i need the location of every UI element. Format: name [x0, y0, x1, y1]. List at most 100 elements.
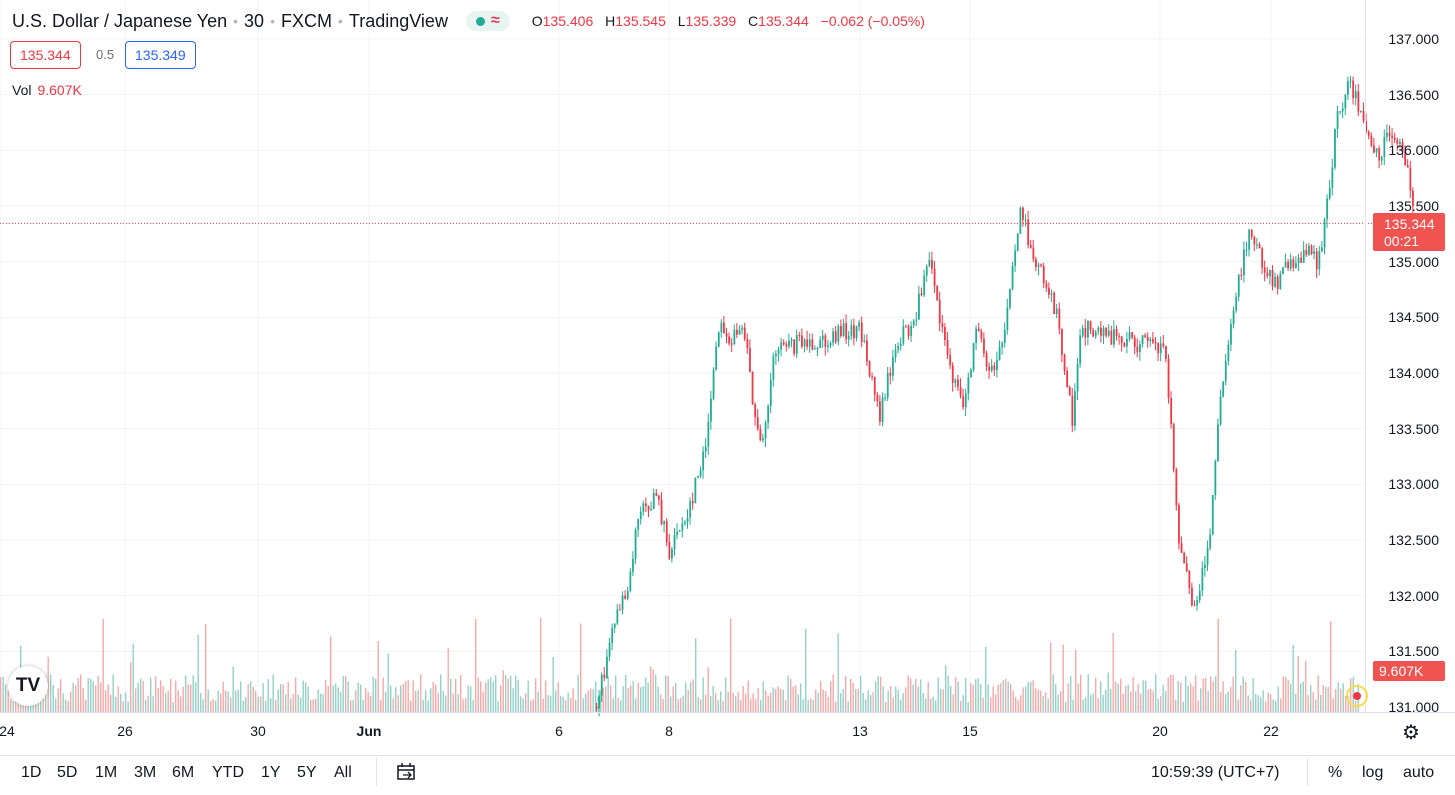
- range-button-6m[interactable]: 6M: [172, 764, 195, 781]
- candle-body: [886, 373, 889, 398]
- candle-body: [972, 343, 975, 370]
- live-indicator-icon[interactable]: [1346, 685, 1368, 707]
- volume-bar: [902, 693, 904, 712]
- candle-body: [918, 293, 920, 320]
- volume-bar: [432, 681, 434, 712]
- timezone-clock[interactable]: 10:59:39 (UTC+7): [1151, 764, 1280, 781]
- volume-bar: [1067, 683, 1069, 712]
- range-button-1d[interactable]: 1D: [21, 764, 42, 781]
- volume-bar: [620, 700, 622, 712]
- log-scale-toggle[interactable]: log: [1362, 764, 1384, 781]
- volume-bar: [817, 692, 819, 712]
- volume-bar: [992, 686, 994, 712]
- candle-body: [725, 333, 728, 337]
- symbol-title[interactable]: U.S. Dollar / Japanese Yen: [12, 10, 228, 31]
- candle-body: [691, 501, 694, 504]
- candle-body: [1256, 244, 1258, 246]
- candle-body: [665, 521, 668, 543]
- candle-body: [782, 342, 785, 345]
- candle-body: [733, 329, 736, 345]
- volume-bar: [177, 690, 179, 712]
- volume-bar: [655, 674, 657, 712]
- volume-bar: [1025, 686, 1027, 712]
- range-button-3m[interactable]: 3M: [134, 764, 157, 781]
- volume-bar: [1112, 632, 1114, 712]
- range-button-all[interactable]: All: [334, 764, 352, 781]
- volume-bar: [880, 676, 882, 712]
- volume-bar: [1340, 688, 1342, 712]
- volume-bar: [870, 694, 872, 712]
- auto-scale-toggle[interactable]: auto: [1403, 764, 1435, 781]
- range-button-5y[interactable]: 5Y: [297, 764, 317, 781]
- volume-bar: [807, 700, 809, 712]
- candle-body: [1386, 132, 1388, 137]
- candle-body: [915, 319, 918, 321]
- candle-body: [1331, 167, 1334, 189]
- candle-body: [1292, 259, 1295, 268]
- candle-body: [1217, 424, 1219, 462]
- volume-bar: [1065, 701, 1067, 712]
- candle-body: [1282, 267, 1284, 274]
- range-button-ytd[interactable]: YTD: [212, 764, 244, 781]
- tradingview-logo-icon[interactable]: TV: [8, 666, 48, 706]
- candle-body: [723, 322, 725, 334]
- candle-body: [860, 322, 863, 342]
- volume-bar: [1185, 676, 1187, 712]
- candle-body: [1167, 358, 1170, 398]
- volume-bar: [930, 698, 932, 712]
- volume-bar: [5, 684, 7, 712]
- volume-bar: [612, 698, 614, 712]
- volume-bar: [1137, 684, 1139, 712]
- volume-bar: [987, 684, 989, 712]
- buy-price-button[interactable]: 135.349: [125, 41, 196, 69]
- volume-bar: [885, 701, 887, 712]
- volume-bar: [1330, 621, 1332, 712]
- candle-body: [1058, 308, 1061, 330]
- volume-bar: [1235, 649, 1237, 712]
- volume-bar: [752, 693, 754, 712]
- range-button-1y[interactable]: 1Y: [261, 764, 281, 781]
- volume-bar: [1020, 695, 1022, 712]
- volume-bar: [132, 643, 134, 712]
- volume-bar: [867, 690, 869, 712]
- volume-bar: [1345, 695, 1347, 712]
- percent-scale-toggle[interactable]: %: [1328, 764, 1343, 781]
- candle-body: [1409, 167, 1412, 191]
- market-status-pill[interactable]: ≈: [465, 11, 510, 31]
- volume-bar: [247, 684, 249, 712]
- date-range-icon[interactable]: [396, 762, 418, 782]
- candle-body: [743, 327, 746, 340]
- volume-bar: [1090, 695, 1092, 712]
- candle-body: [1141, 335, 1144, 345]
- sell-price-button[interactable]: 135.344: [10, 41, 81, 69]
- candle-body: [606, 656, 608, 678]
- volume-bar: [147, 695, 149, 712]
- gear-icon[interactable]: ⚙: [1402, 722, 1420, 744]
- candle-body: [814, 348, 816, 350]
- volume-bar: [597, 696, 599, 712]
- volume-bar: [567, 692, 569, 712]
- price-tick-label: 132.000: [1388, 587, 1439, 604]
- interval-label[interactable]: 30: [244, 10, 265, 31]
- candle-body: [889, 373, 892, 376]
- volume-bar: [232, 666, 234, 712]
- high-key: H: [605, 13, 616, 29]
- candle-body: [1016, 233, 1019, 251]
- volume-bar: [1175, 699, 1177, 712]
- volume-legend[interactable]: Vol 9.607K: [12, 82, 82, 98]
- volume-bar: [1150, 689, 1152, 712]
- volume-bar: [780, 688, 782, 712]
- range-button-1m[interactable]: 1M: [95, 764, 118, 781]
- volume-bar: [352, 700, 354, 712]
- candle-body: [1089, 320, 1092, 331]
- volume-bar: [797, 694, 799, 712]
- candle-body: [1404, 151, 1407, 166]
- candle-body: [1037, 264, 1040, 267]
- volume-bar: [360, 684, 362, 712]
- range-button-5d[interactable]: 5D: [57, 764, 78, 781]
- low-value: 135.339: [685, 13, 737, 29]
- volume-bar: [1260, 697, 1262, 712]
- volume-bar: [52, 684, 54, 712]
- volume-bar: [725, 677, 727, 712]
